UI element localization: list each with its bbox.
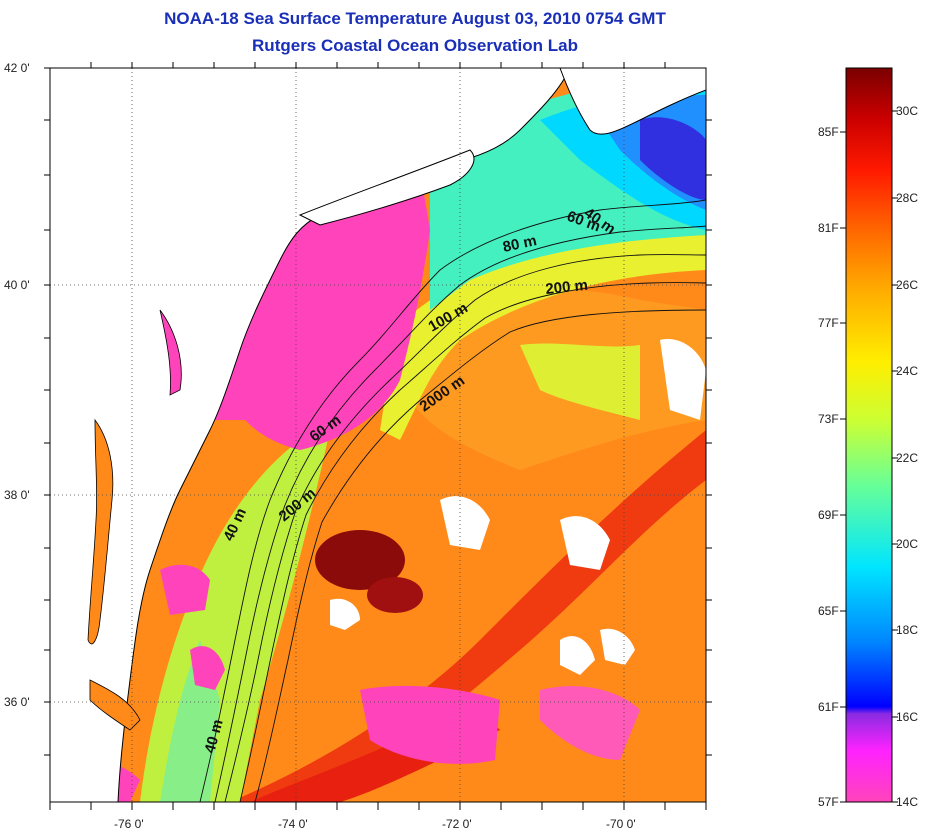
lat-label: 38 0' xyxy=(4,488,30,502)
lon-label: -74 0' xyxy=(278,817,308,831)
colorbar-c-label: 24C xyxy=(896,364,918,378)
colorbar-f-label: 65F xyxy=(818,604,839,618)
lon-label: -76 0' xyxy=(114,817,144,831)
colorbar-f-label: 69F xyxy=(818,508,839,522)
contour-label: 200 m xyxy=(545,277,589,298)
colorbar-f-label: 57F xyxy=(818,795,839,809)
colorbar-c-label: 26C xyxy=(896,278,918,292)
colorbar-c-label: 22C xyxy=(896,451,918,465)
colorbar-c-label: 14C xyxy=(896,795,918,809)
lon-label: -72 0' xyxy=(442,817,472,831)
colorbar-c-label: 20C xyxy=(896,537,918,551)
colorbar-f-label: 81F xyxy=(818,221,839,235)
colorbar-ticks xyxy=(840,110,898,803)
colorbar-c-label: 28C xyxy=(896,191,918,205)
colorbar-c-label: 16C xyxy=(896,710,918,724)
sst-image xyxy=(50,68,706,802)
colorbar xyxy=(845,67,893,803)
contour-label: 80 m xyxy=(501,232,538,256)
colorbar-c-label: 30C xyxy=(896,104,918,118)
colorbar-f-label: 85F xyxy=(818,125,839,139)
map-title: NOAA-18 Sea Surface Temperature August 0… xyxy=(164,9,666,28)
colorbar-f-label: 61F xyxy=(818,700,839,714)
axis-ticks xyxy=(44,62,712,810)
colorbar-f-label: 73F xyxy=(818,412,839,426)
graticule xyxy=(50,68,706,802)
lon-label: -70 0' xyxy=(606,817,636,831)
lat-label: 36 0' xyxy=(4,695,30,709)
colorbar-c-label: 18C xyxy=(896,623,918,637)
map-subtitle: Rutgers Coastal Ocean Observation Lab xyxy=(252,36,578,55)
colorbar-f-label: 77F xyxy=(818,316,839,330)
lat-label: 40 0' xyxy=(4,278,30,292)
lat-label: 42 0' xyxy=(4,61,30,75)
